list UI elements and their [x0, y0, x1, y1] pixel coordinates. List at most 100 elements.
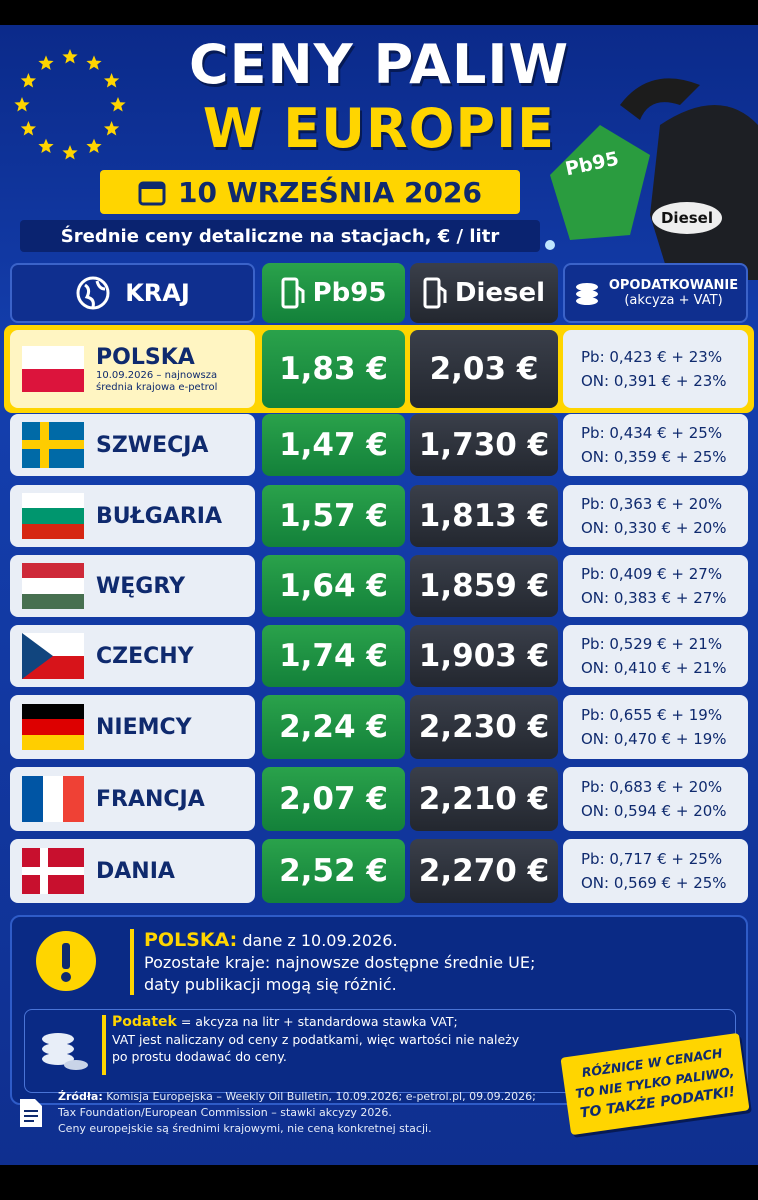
pb95-cell: 1,57 €	[262, 485, 405, 547]
tax-pb: Pb: 0,363 € + 20%	[581, 495, 723, 513]
column-header-text: Diesel	[454, 278, 546, 308]
country-text: DANIA	[96, 859, 175, 884]
flag	[22, 346, 84, 392]
flag	[22, 704, 84, 750]
column-header-country: KRAJ	[10, 263, 255, 323]
country-cell: DANIA	[10, 839, 255, 903]
accent-bar	[102, 1015, 106, 1075]
pump-icon	[281, 277, 305, 309]
sources-line: Tax Foundation/European Commission – sta…	[58, 1106, 392, 1119]
column-header-diesel: Diesel	[410, 263, 558, 323]
country-name: CZECHY	[96, 643, 194, 669]
pb95-price: 1,57 €	[279, 498, 388, 534]
country-text: NIEMCY	[96, 715, 192, 740]
pb95-cell: 1,64 €	[262, 555, 405, 617]
column-header-text: Pb95	[312, 278, 387, 308]
sources-label: Źródła:	[58, 1090, 103, 1103]
tax-on: ON: 0,594 € + 20%	[581, 802, 727, 820]
tax-on: ON: 0,383 € + 27%	[581, 589, 727, 607]
country-name: NIEMCY	[96, 714, 192, 740]
diesel-price: 2,210 €	[418, 781, 550, 817]
flag	[22, 776, 84, 822]
tax-pb: Pb: 0,423 € + 23%	[581, 348, 723, 366]
country-text: POLSKA 10.09.2026 – najnowsza średnia kra…	[96, 345, 246, 394]
diesel-cell: 2,230 €	[410, 695, 558, 759]
sources-line: Źródła: Komisja Europejska – Weekly Oil …	[58, 1089, 536, 1105]
tax-cell: Pb: 0,717 € + 25% ON: 0,569 € + 25%	[563, 839, 748, 903]
diesel-price: 2,03 €	[429, 351, 539, 387]
title-line1: CENY PALIW	[188, 33, 570, 96]
diesel-cell: 1,859 €	[410, 555, 558, 617]
diesel-price: 2,230 €	[418, 709, 550, 745]
date-banner: 10 WRZEŚNIA 2026	[100, 170, 520, 214]
tax-pb: Pb: 0,717 € + 25%	[581, 850, 723, 868]
pb95-price: 1,74 €	[279, 638, 388, 674]
diesel-cell: 1,813 €	[410, 485, 558, 547]
sources: Źródła: Komisja Europejska – Weekly Oil …	[58, 1089, 536, 1137]
pb95-cell: 2,07 €	[262, 767, 405, 831]
tax-pb: Pb: 0,683 € + 20%	[581, 778, 723, 796]
eu-stars	[14, 49, 126, 160]
tax-cell: Pb: 0,683 € + 20% ON: 0,594 € + 20%	[563, 767, 748, 831]
eu-star	[38, 138, 54, 153]
tax-on: ON: 0,391 € + 23%	[581, 372, 727, 390]
country-text: WĘGRY	[96, 574, 185, 599]
tax-note-text: Podatek = akcyza na litr + standardowa s…	[112, 1013, 519, 1065]
notice-text-1: dane z 10.09.2026.	[242, 931, 398, 950]
column-header-text: KRAJ	[125, 279, 190, 307]
eu-star	[62, 49, 78, 64]
tax-header-text: OPODATKOWANIE (akcyza + VAT)	[609, 278, 738, 308]
diesel-price: 1,730 €	[418, 427, 550, 463]
diesel-cell: 2,210 €	[410, 767, 558, 831]
tax-on: ON: 0,359 € + 25%	[581, 448, 727, 466]
infographic: CENY PALIW W EUROPIE 10 WRZEŚNIA 2026 Śr…	[0, 25, 758, 1165]
tax-note-label: Podatek	[112, 1014, 177, 1030]
diesel-price: 1,859 €	[418, 568, 550, 604]
country-note: 10.09.2026 – najnowsza średnia krajowa e…	[96, 369, 218, 393]
diesel-cell: 1,903 €	[410, 625, 558, 687]
diesel-price: 2,270 €	[418, 853, 550, 889]
calendar-icon	[138, 181, 166, 206]
eu-star	[104, 121, 120, 136]
coins-icon	[575, 283, 598, 305]
tax-pb: Pb: 0,434 € + 25%	[581, 424, 723, 442]
tax-on: ON: 0,410 € + 21%	[581, 659, 727, 677]
country-cell: POLSKA 10.09.2026 – najnowsza średnia kra…	[10, 330, 255, 408]
diesel-cell: 2,270 €	[410, 839, 558, 903]
tax-pb: Pb: 0,529 € + 21%	[581, 635, 723, 653]
tax-cell: Pb: 0,423 € + 23% ON: 0,391 € + 23%	[563, 330, 748, 408]
diesel-cell: 1,730 €	[410, 414, 558, 476]
eu-star	[86, 138, 102, 153]
document-icon	[20, 1099, 42, 1127]
country-text: SZWECJA	[96, 433, 208, 458]
country-cell: FRANCJA	[10, 767, 255, 831]
diesel-price: 1,903 €	[418, 638, 550, 674]
flag	[22, 493, 84, 539]
country-text: BUŁGARIA	[96, 504, 222, 529]
tax-cell: Pb: 0,529 € + 21% ON: 0,410 € + 21%	[563, 625, 748, 687]
sources-text: Komisja Europejska – Weekly Oil Bulletin…	[106, 1090, 536, 1103]
pb95-cell: 1,74 €	[262, 625, 405, 687]
country-text: CZECHY	[96, 644, 194, 669]
pb95-price: 2,07 €	[279, 781, 388, 817]
date: 10 WRZEŚNIA 2026	[178, 175, 482, 209]
column-header-text: OPODATKOWANIE	[608, 278, 739, 293]
fuel-nozzles	[545, 78, 758, 280]
country-text: FRANCJA	[96, 787, 205, 812]
flag	[22, 633, 84, 679]
sources-line: Ceny europejskie są średnimi krajowymi, …	[58, 1122, 432, 1135]
country-name: DANIA	[96, 858, 175, 884]
diesel-price: 1,813 €	[418, 498, 550, 534]
column-header-pb95: Pb95	[262, 263, 405, 323]
warning-icon	[36, 931, 96, 991]
pb95-price: 1,64 €	[279, 568, 388, 604]
tax-cell: Pb: 0,655 € + 19% ON: 0,470 € + 19%	[563, 695, 748, 759]
country-name: BUŁGARIA	[96, 503, 222, 529]
column-header-tax: OPODATKOWANIE (akcyza + VAT)	[563, 263, 748, 323]
eu-star	[20, 121, 36, 136]
country-cell: BUŁGARIA	[10, 485, 255, 547]
eu-star	[20, 73, 36, 88]
column-header-subtext: (akcyza + VAT)	[624, 293, 723, 308]
pb95-cell: 1,47 €	[262, 414, 405, 476]
pb95-price: 1,47 €	[279, 427, 388, 463]
